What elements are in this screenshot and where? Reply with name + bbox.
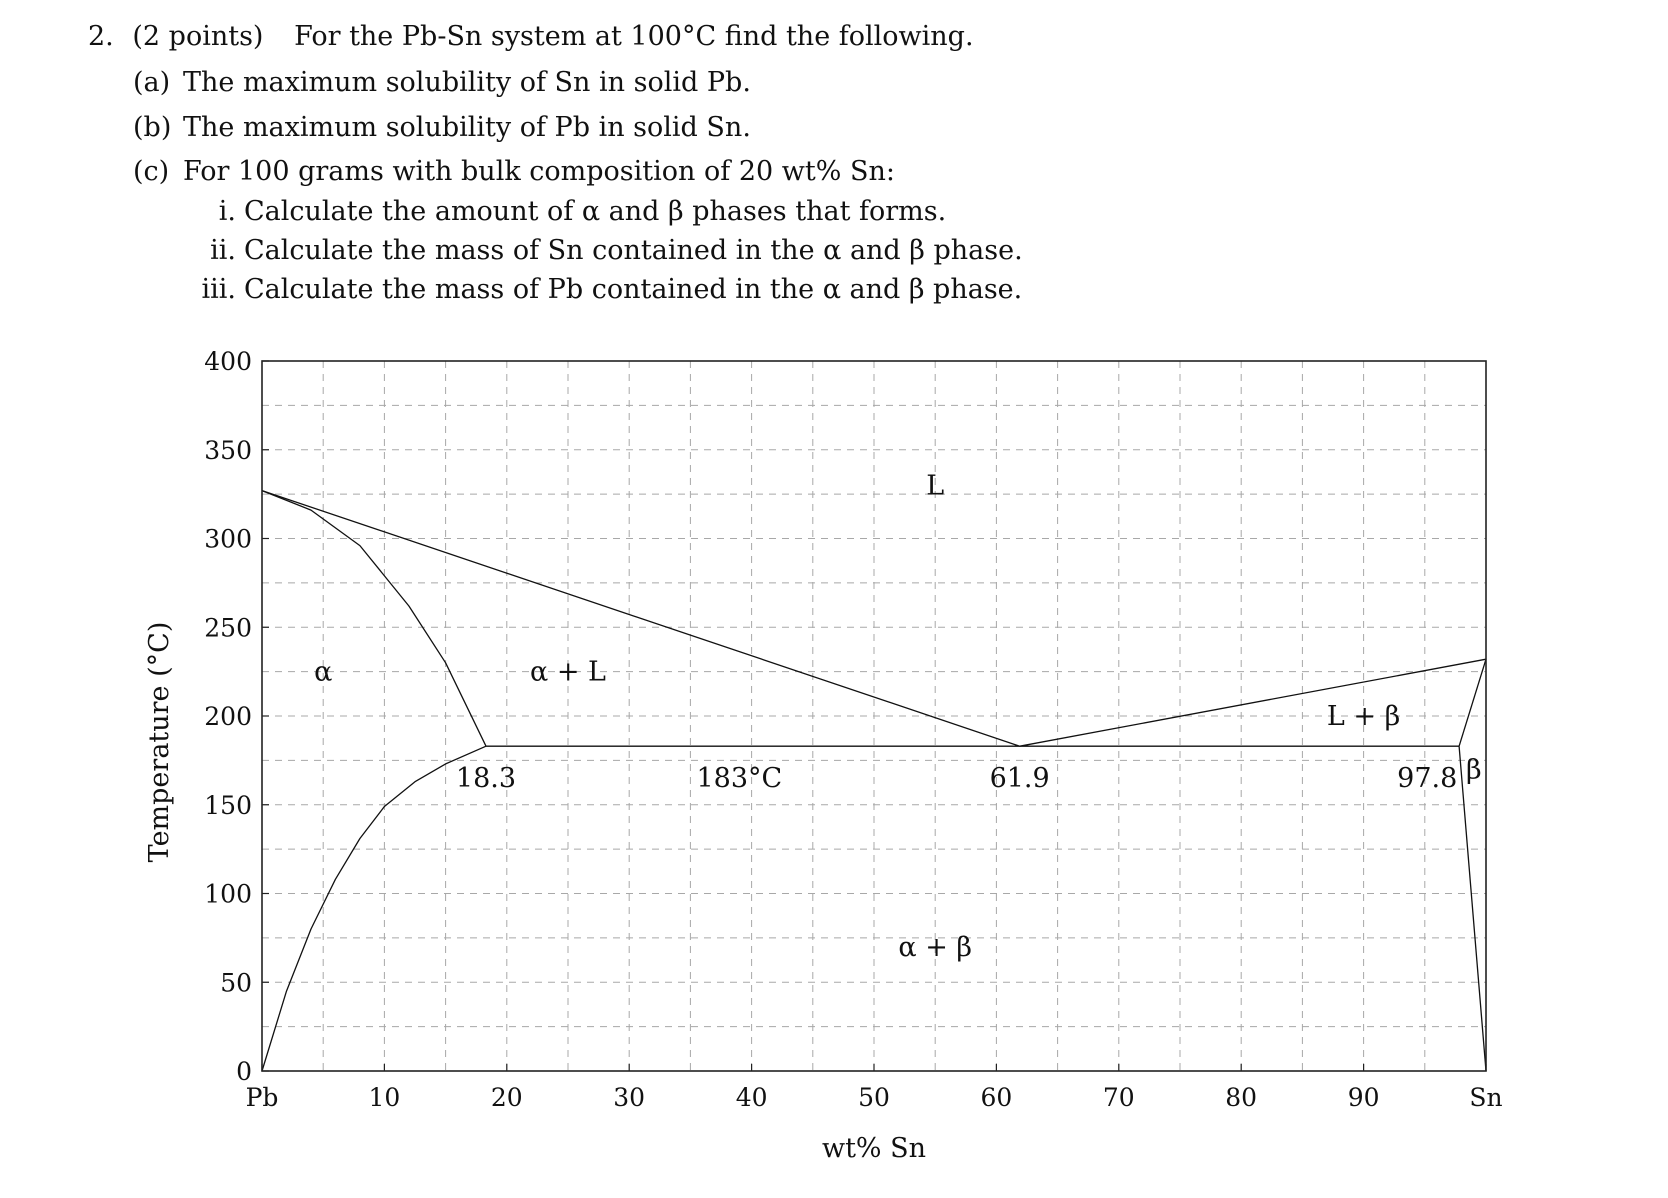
x-tick-label: 30 bbox=[613, 1083, 645, 1112]
axis-ticks: Pb 10 20 30 40 50 60 70 80 90 Sn 0 50 100 150 200 250 300… bbox=[204, 347, 1502, 1112]
x-tick-label: 50 bbox=[858, 1083, 890, 1112]
subpart-label: ii. bbox=[210, 235, 236, 266]
region-label: L bbox=[926, 470, 944, 501]
subpart-label: iii. bbox=[201, 274, 237, 305]
x-tick-label: 90 bbox=[1348, 1083, 1380, 1112]
part-a: (a) The maximum solubility of Sn in solid… bbox=[133, 69, 751, 96]
question-intro: For the Pb-Sn system at 100°C find the f… bbox=[294, 21, 974, 52]
x-tick-label: 20 bbox=[491, 1083, 523, 1112]
subpart-text: Calculate the mass of Pb contained in th… bbox=[244, 274, 1023, 305]
subpart-text: Calculate the mass of Sn contained in th… bbox=[244, 235, 1023, 266]
grid bbox=[262, 361, 1486, 1071]
solvus-left-curve bbox=[261, 745, 487, 1072]
phase-boundaries bbox=[261, 489, 1487, 1072]
liquidus-left-curve bbox=[261, 489, 1020, 747]
question-header: 2. (2 points) For the Pb-Sn system at 10… bbox=[88, 23, 974, 50]
x-tick-label: Pb bbox=[246, 1083, 279, 1112]
subpart-i: i. Calculate the amount of α and β phases… bbox=[190, 198, 946, 225]
subpart-label: i. bbox=[218, 196, 236, 227]
subpart-text: Calculate the amount of α and β phases t… bbox=[244, 196, 947, 227]
region-label: α + L bbox=[530, 657, 606, 688]
y-tick-label: 400 bbox=[204, 347, 252, 376]
region-label: α bbox=[314, 657, 332, 688]
part-text: The maximum solubility of Pb in solid Sn… bbox=[183, 112, 751, 143]
part-c: (c) For 100 grams with bulk composition o… bbox=[133, 158, 895, 185]
x-tick-label: 40 bbox=[736, 1083, 768, 1112]
region-label: 61.9 bbox=[990, 763, 1050, 794]
question-number: 2. bbox=[88, 21, 114, 52]
y-tick-label: 300 bbox=[204, 525, 252, 554]
region-label: 18.3 bbox=[456, 763, 516, 794]
x-tick-label: 60 bbox=[980, 1083, 1012, 1112]
region-labels: Lα α + L L + β α + β 18.3 183°C 61.9 97.8 β bbox=[314, 470, 1481, 963]
part-text: The maximum solubility of Sn in solid Pb… bbox=[183, 67, 751, 98]
part-text: For 100 grams with bulk composition of 2… bbox=[183, 156, 895, 187]
part-b: (b) The maximum solubility of Pb in solid… bbox=[133, 114, 751, 141]
question-points: (2 points) bbox=[132, 21, 264, 52]
x-axis-label: wt% Sn bbox=[822, 1133, 926, 1164]
y-axis-label: Temperature (°C) bbox=[144, 622, 175, 863]
part-label: (c) bbox=[133, 156, 170, 187]
region-label: 183°C bbox=[697, 763, 783, 794]
liquidus-right-curve bbox=[1019, 658, 1487, 747]
subpart-iii: iii. Calculate the mass of Pb contained i… bbox=[190, 274, 1023, 305]
part-label: (a) bbox=[133, 67, 171, 98]
x-tick-label: 80 bbox=[1225, 1083, 1257, 1112]
region-label: 97.8 bbox=[1397, 763, 1457, 794]
y-tick-label: 150 bbox=[204, 791, 252, 820]
region-label: β bbox=[1466, 754, 1482, 785]
y-tick-label: 50 bbox=[220, 968, 252, 997]
y-tick-label: 100 bbox=[204, 880, 252, 909]
y-tick-label: 200 bbox=[204, 702, 252, 731]
y-tick-label: 250 bbox=[204, 613, 252, 642]
x-tick-label: 70 bbox=[1103, 1083, 1135, 1112]
subpart-ii: ii. Calculate the mass of Sn contained in… bbox=[190, 237, 1023, 264]
region-label: α + β bbox=[898, 932, 972, 963]
part-label: (b) bbox=[133, 112, 172, 143]
y-tick-label: 0 bbox=[236, 1057, 252, 1086]
solidus-left-curve bbox=[261, 489, 487, 747]
solidus-right-curve bbox=[1458, 659, 1487, 747]
y-tick-label: 350 bbox=[204, 436, 252, 465]
x-tick-label: Sn bbox=[1469, 1083, 1502, 1112]
region-label: L + β bbox=[1327, 701, 1400, 732]
solvus-right-curve bbox=[1458, 746, 1487, 1072]
x-tick-label: 10 bbox=[368, 1083, 400, 1112]
